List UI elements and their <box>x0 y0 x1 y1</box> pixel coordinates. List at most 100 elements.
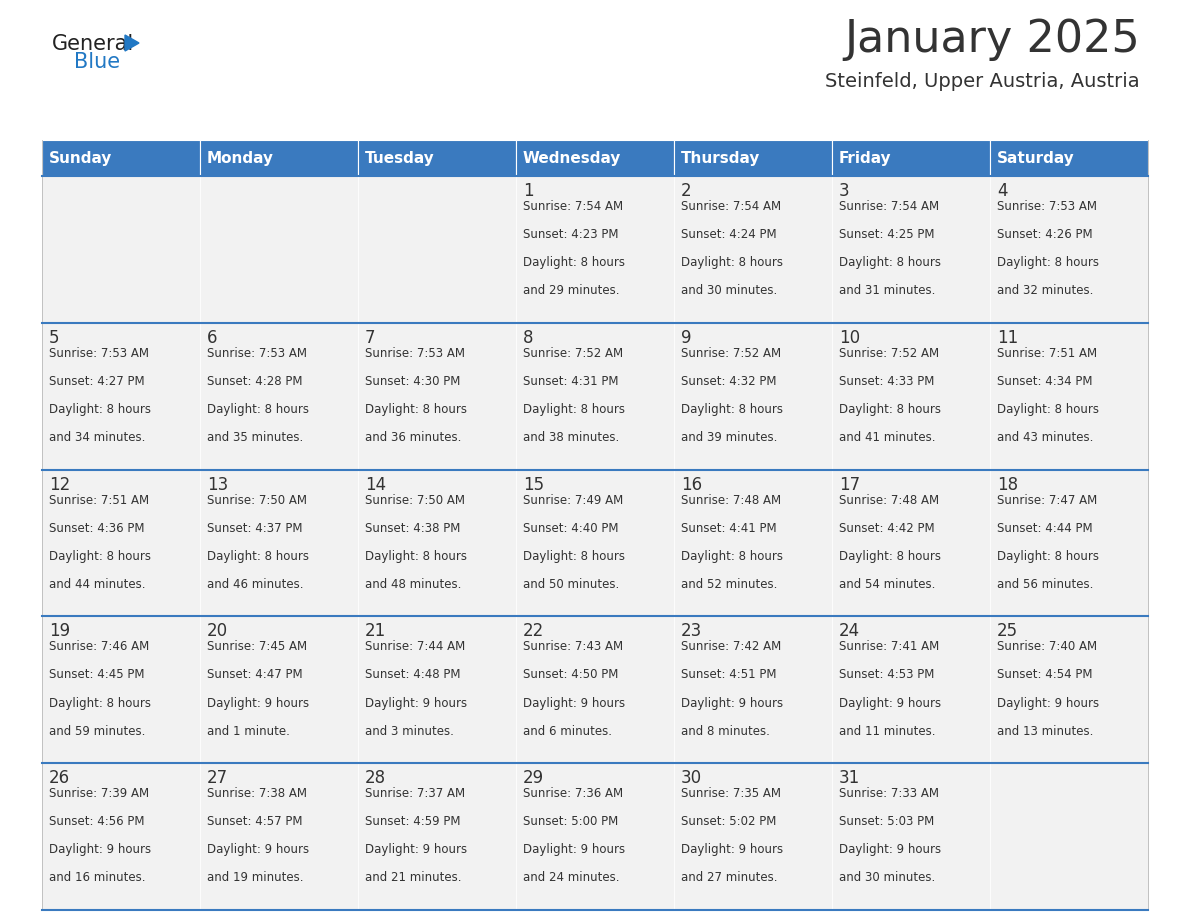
Text: Daylight: 8 hours: Daylight: 8 hours <box>207 550 309 563</box>
Bar <box>990 323 1148 470</box>
Text: 5: 5 <box>49 329 59 347</box>
Text: Sunrise: 7:33 AM: Sunrise: 7:33 AM <box>839 788 939 800</box>
Text: and 31 minutes.: and 31 minutes. <box>839 285 935 297</box>
Text: and 46 minutes.: and 46 minutes. <box>207 577 303 591</box>
Text: 17: 17 <box>839 476 860 494</box>
Bar <box>358 176 516 323</box>
Bar <box>990 176 1148 323</box>
Text: 24: 24 <box>839 622 860 641</box>
Text: Sunrise: 7:52 AM: Sunrise: 7:52 AM <box>839 347 940 360</box>
Bar <box>674 763 832 910</box>
Text: Sunrise: 7:53 AM: Sunrise: 7:53 AM <box>207 347 307 360</box>
Text: Sunrise: 7:53 AM: Sunrise: 7:53 AM <box>997 200 1097 213</box>
Text: Sunrise: 7:45 AM: Sunrise: 7:45 AM <box>207 641 308 654</box>
Text: and 35 minutes.: and 35 minutes. <box>207 431 303 444</box>
Text: 9: 9 <box>681 329 691 347</box>
Text: Sunset: 5:02 PM: Sunset: 5:02 PM <box>681 815 777 828</box>
Text: Friday: Friday <box>839 151 892 165</box>
Text: Daylight: 9 hours: Daylight: 9 hours <box>523 844 625 856</box>
Text: Monday: Monday <box>207 151 274 165</box>
Text: 28: 28 <box>365 769 386 788</box>
Text: Sunset: 4:25 PM: Sunset: 4:25 PM <box>839 228 935 241</box>
Text: Daylight: 9 hours: Daylight: 9 hours <box>681 697 783 710</box>
Text: 4: 4 <box>997 182 1007 200</box>
Bar <box>832 323 990 470</box>
Text: 3: 3 <box>839 182 849 200</box>
Text: and 36 minutes.: and 36 minutes. <box>365 431 461 444</box>
Text: Sunset: 4:45 PM: Sunset: 4:45 PM <box>49 668 145 681</box>
Text: Sunrise: 7:54 AM: Sunrise: 7:54 AM <box>523 200 624 213</box>
Text: and 8 minutes.: and 8 minutes. <box>681 724 770 738</box>
Text: Sunset: 4:56 PM: Sunset: 4:56 PM <box>49 815 145 828</box>
Text: 27: 27 <box>207 769 228 788</box>
Text: Sunrise: 7:48 AM: Sunrise: 7:48 AM <box>681 494 782 507</box>
Bar <box>358 140 516 176</box>
Text: Sunrise: 7:54 AM: Sunrise: 7:54 AM <box>839 200 940 213</box>
Text: Sunset: 4:27 PM: Sunset: 4:27 PM <box>49 375 145 388</box>
Text: and 52 minutes.: and 52 minutes. <box>681 577 777 591</box>
Text: Daylight: 9 hours: Daylight: 9 hours <box>49 844 151 856</box>
Bar <box>832 140 990 176</box>
Polygon shape <box>125 35 139 51</box>
Text: Daylight: 8 hours: Daylight: 8 hours <box>365 550 467 563</box>
Bar <box>990 763 1148 910</box>
Text: 13: 13 <box>207 476 228 494</box>
Text: Sunrise: 7:51 AM: Sunrise: 7:51 AM <box>49 494 150 507</box>
Text: Sunrise: 7:47 AM: Sunrise: 7:47 AM <box>997 494 1098 507</box>
Text: and 59 minutes.: and 59 minutes. <box>49 724 145 738</box>
Text: Daylight: 8 hours: Daylight: 8 hours <box>523 550 625 563</box>
Bar <box>516 176 674 323</box>
Text: and 3 minutes.: and 3 minutes. <box>365 724 454 738</box>
Text: Thursday: Thursday <box>681 151 760 165</box>
Bar <box>674 616 832 763</box>
Text: Sunrise: 7:42 AM: Sunrise: 7:42 AM <box>681 641 782 654</box>
Text: Sunrise: 7:46 AM: Sunrise: 7:46 AM <box>49 641 150 654</box>
Text: Daylight: 8 hours: Daylight: 8 hours <box>839 403 941 416</box>
Text: Sunset: 4:31 PM: Sunset: 4:31 PM <box>523 375 619 388</box>
Text: General: General <box>52 34 134 54</box>
Bar <box>358 616 516 763</box>
Text: and 16 minutes.: and 16 minutes. <box>49 871 145 884</box>
Text: Sunset: 4:37 PM: Sunset: 4:37 PM <box>207 521 303 534</box>
Text: Sunset: 4:32 PM: Sunset: 4:32 PM <box>681 375 777 388</box>
Bar <box>42 763 200 910</box>
Text: 14: 14 <box>365 476 386 494</box>
Bar <box>516 616 674 763</box>
Text: Sunrise: 7:54 AM: Sunrise: 7:54 AM <box>681 200 782 213</box>
Bar <box>358 470 516 616</box>
Text: and 30 minutes.: and 30 minutes. <box>681 285 777 297</box>
Text: January 2025: January 2025 <box>845 18 1140 61</box>
Text: Sunrise: 7:53 AM: Sunrise: 7:53 AM <box>365 347 465 360</box>
Text: Daylight: 8 hours: Daylight: 8 hours <box>49 550 151 563</box>
Text: 1: 1 <box>523 182 533 200</box>
Text: Sunset: 4:33 PM: Sunset: 4:33 PM <box>839 375 935 388</box>
Text: Sunrise: 7:35 AM: Sunrise: 7:35 AM <box>681 788 781 800</box>
Text: 29: 29 <box>523 769 544 788</box>
Text: and 41 minutes.: and 41 minutes. <box>839 431 935 444</box>
Text: Sunrise: 7:52 AM: Sunrise: 7:52 AM <box>523 347 624 360</box>
Text: Daylight: 9 hours: Daylight: 9 hours <box>839 697 941 710</box>
Bar <box>516 470 674 616</box>
Text: Sunset: 4:48 PM: Sunset: 4:48 PM <box>365 668 461 681</box>
Bar <box>200 323 358 470</box>
Text: Saturday: Saturday <box>997 151 1075 165</box>
Text: Sunrise: 7:53 AM: Sunrise: 7:53 AM <box>49 347 148 360</box>
Text: and 21 minutes.: and 21 minutes. <box>365 871 461 884</box>
Text: Sunrise: 7:37 AM: Sunrise: 7:37 AM <box>365 788 466 800</box>
Text: and 38 minutes.: and 38 minutes. <box>523 431 619 444</box>
Text: and 27 minutes.: and 27 minutes. <box>681 871 777 884</box>
Text: Sunset: 4:53 PM: Sunset: 4:53 PM <box>839 668 935 681</box>
Text: and 29 minutes.: and 29 minutes. <box>523 285 619 297</box>
Text: Sunrise: 7:44 AM: Sunrise: 7:44 AM <box>365 641 466 654</box>
Text: Sunset: 4:30 PM: Sunset: 4:30 PM <box>365 375 461 388</box>
Text: Daylight: 8 hours: Daylight: 8 hours <box>49 697 151 710</box>
Text: Sunrise: 7:41 AM: Sunrise: 7:41 AM <box>839 641 940 654</box>
Text: 11: 11 <box>997 329 1018 347</box>
Text: Sunset: 4:47 PM: Sunset: 4:47 PM <box>207 668 303 681</box>
Text: Sunset: 4:38 PM: Sunset: 4:38 PM <box>365 521 461 534</box>
Text: and 44 minutes.: and 44 minutes. <box>49 577 145 591</box>
Text: Daylight: 8 hours: Daylight: 8 hours <box>681 550 783 563</box>
Text: Sunset: 4:40 PM: Sunset: 4:40 PM <box>523 521 619 534</box>
Text: 20: 20 <box>207 622 228 641</box>
Text: Sunrise: 7:51 AM: Sunrise: 7:51 AM <box>997 347 1098 360</box>
